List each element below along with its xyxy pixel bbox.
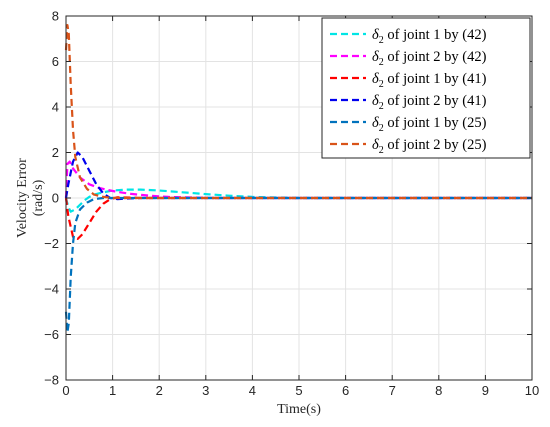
x-tick-label: 0 <box>62 383 69 398</box>
series-line-1 <box>64 188 532 213</box>
series-line-5 <box>64 196 532 334</box>
legend: δ2 of joint 1 by (42) δ2 of joint 2 by (4… <box>321 17 531 159</box>
legend-entry-5: δ2 of joint 1 by (25) <box>372 115 487 134</box>
y-axis-label-line2: (rad/s) <box>31 179 46 216</box>
x-tick-label: 3 <box>202 383 209 398</box>
y-tick-label: 0 <box>52 191 59 206</box>
x-tick-label: 9 <box>482 383 489 398</box>
y-tick-label: 6 <box>52 54 59 69</box>
x-axis-label: Time(s) <box>277 402 321 417</box>
x-tick-label: 5 <box>295 383 302 398</box>
series-line-4 <box>64 151 532 201</box>
y-axis-label: Velocity Error (rad/s) <box>15 158 46 238</box>
legend-entry-6: δ2 of joint 2 by (25) <box>372 137 487 156</box>
series-line-6 <box>64 24 532 200</box>
y-axis-label-line1: Velocity Error <box>15 158 30 238</box>
axis-ticks: 0 1 2 3 4 5 6 7 8 9 10 −8 −6 −4 −2 0 2 4 6 8 <box>44 9 539 399</box>
y-tick-label: 2 <box>52 145 59 160</box>
y-tick-label: 8 <box>52 9 59 24</box>
y-tick-label: −6 <box>44 327 59 342</box>
legend-entry-1: δ2 of joint 1 by (42) <box>372 27 487 46</box>
legend-entry-4: δ2 of joint 2 by (41) <box>372 93 487 112</box>
y-tick-label: −2 <box>44 236 59 251</box>
x-tick-label: 4 <box>249 383 256 398</box>
y-tick-label: 4 <box>52 100 59 115</box>
x-tick-label: 8 <box>435 383 442 398</box>
x-tick-label: 10 <box>525 383 539 398</box>
series-line-2 <box>64 160 532 200</box>
series-layer <box>64 24 532 334</box>
x-tick-label: 2 <box>156 383 163 398</box>
x-tick-label: 1 <box>109 383 116 398</box>
legend-entry-2: δ2 of joint 2 by (42) <box>372 49 487 68</box>
legend-box <box>321 17 531 159</box>
y-tick-label: −4 <box>44 282 59 297</box>
x-tick-label: 6 <box>342 383 349 398</box>
y-tick-label: −8 <box>44 373 59 388</box>
x-tick-label: 7 <box>389 383 396 398</box>
legend-entry-3: δ2 of joint 1 by (41) <box>372 71 487 90</box>
